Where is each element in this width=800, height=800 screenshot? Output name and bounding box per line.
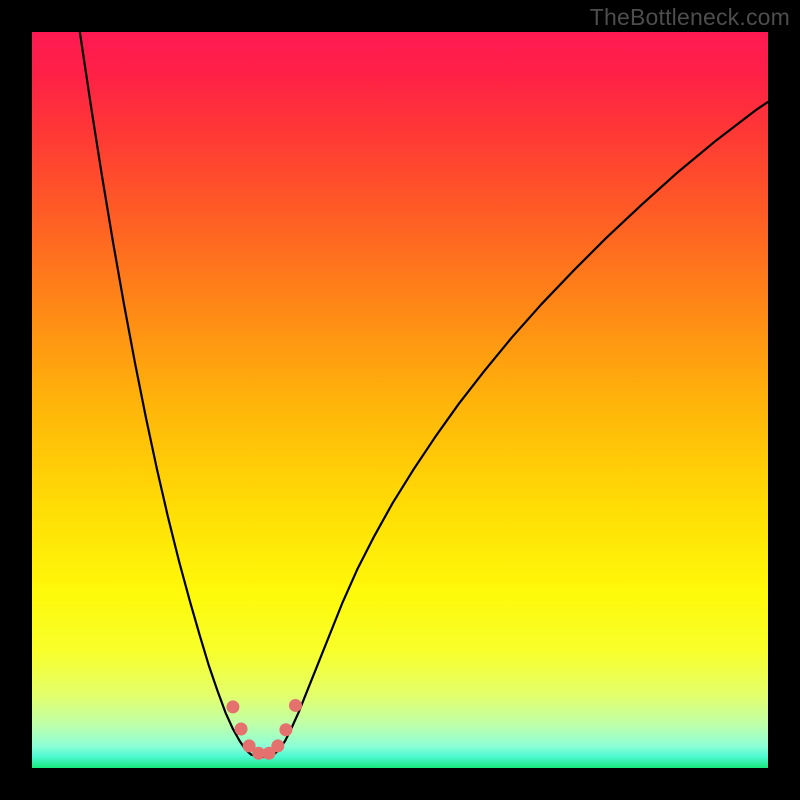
marker-dot: [226, 700, 239, 713]
chart-area: [32, 32, 768, 768]
marker-dot: [289, 699, 302, 712]
marker-dot: [279, 723, 292, 736]
marker-dot: [271, 739, 284, 752]
marker-dot: [235, 722, 248, 735]
watermark: TheBottleneck.com: [590, 4, 790, 31]
